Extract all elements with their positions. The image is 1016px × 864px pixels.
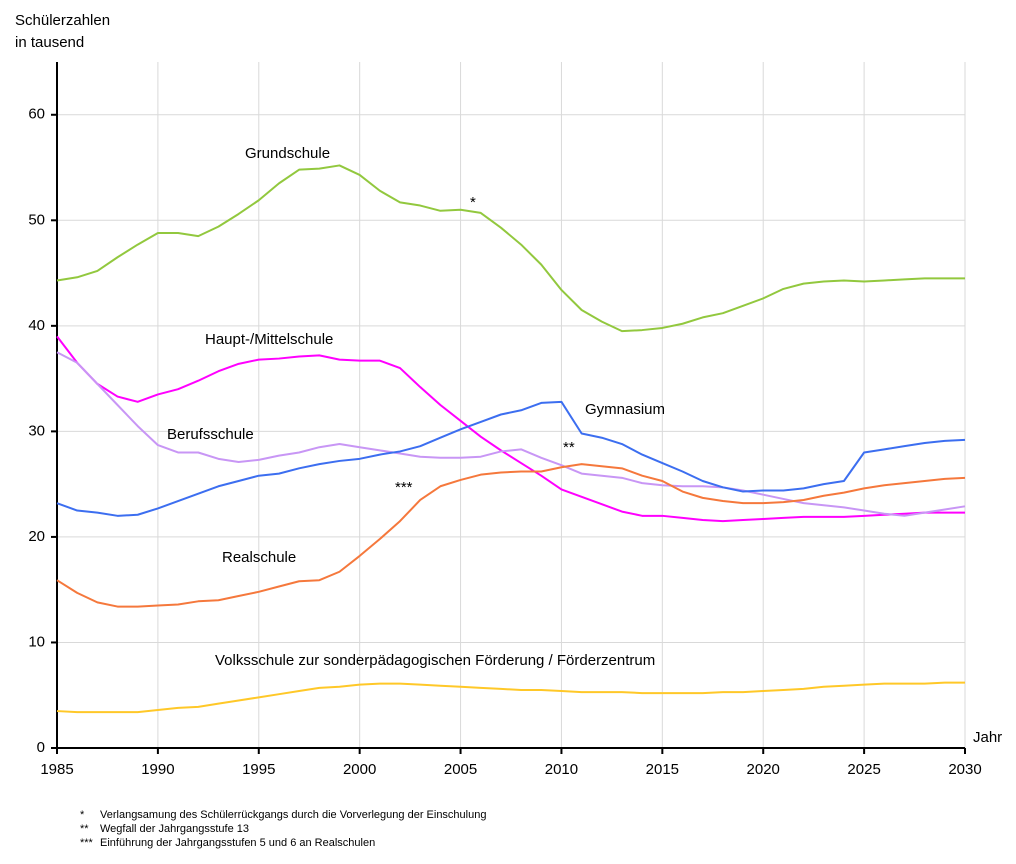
series-line [56, 335, 965, 523]
series-line [56, 351, 966, 517]
x-tick-label: 1995 [242, 761, 275, 778]
x-tick-label: 2000 [343, 761, 376, 778]
series-label: Berufsschule [167, 426, 254, 443]
x-tick-label: 2015 [646, 761, 679, 778]
y-tick-label: 40 [28, 317, 45, 334]
series-label: Volksschule zur sonderpädagogischen Förd… [215, 652, 655, 669]
series-line [56, 164, 965, 333]
footnote-mark: *** [80, 837, 94, 849]
x-tick-label: 1985 [40, 761, 73, 778]
footnote-mark: * [80, 809, 85, 821]
x-tick-label: 2010 [545, 761, 578, 778]
series-label: Grundschule [245, 145, 330, 162]
footnote-text: Verlangsamung des Schülerrückgangs durch… [100, 809, 486, 821]
x-tick-label: 1990 [141, 761, 174, 778]
y-axis-label: in tausend [15, 34, 84, 51]
y-tick-label: 60 [28, 106, 45, 123]
y-axis-label: Schülerzahlen [15, 12, 110, 29]
footnote-text: Wegfall der Jahrgangsstufe 13 [100, 823, 249, 835]
series-line [56, 400, 966, 517]
series-label: Realschule [222, 549, 296, 566]
y-tick-label: 20 [28, 528, 45, 545]
x-tick-label: 2020 [747, 761, 780, 778]
x-tick-label: 2030 [948, 761, 981, 778]
annotation: ** [563, 439, 575, 456]
footnote-mark: ** [80, 823, 89, 835]
series-line [56, 463, 966, 608]
y-tick-label: 0 [37, 739, 45, 756]
annotation: *** [395, 479, 413, 496]
x-tick-label: 2025 [847, 761, 880, 778]
series-label: Gymnasium [585, 401, 665, 418]
x-axis-label: Jahr [973, 729, 1002, 746]
footnote-text: Einführung der Jahrgangsstufen 5 und 6 a… [100, 837, 375, 849]
y-tick-label: 50 [28, 211, 45, 228]
x-tick-label: 2005 [444, 761, 477, 778]
series-label: Haupt-/Mittelschule [205, 331, 333, 348]
series-line [56, 681, 965, 714]
y-tick-label: 30 [28, 422, 45, 439]
annotation: * [470, 194, 476, 211]
y-tick-label: 10 [28, 633, 45, 650]
